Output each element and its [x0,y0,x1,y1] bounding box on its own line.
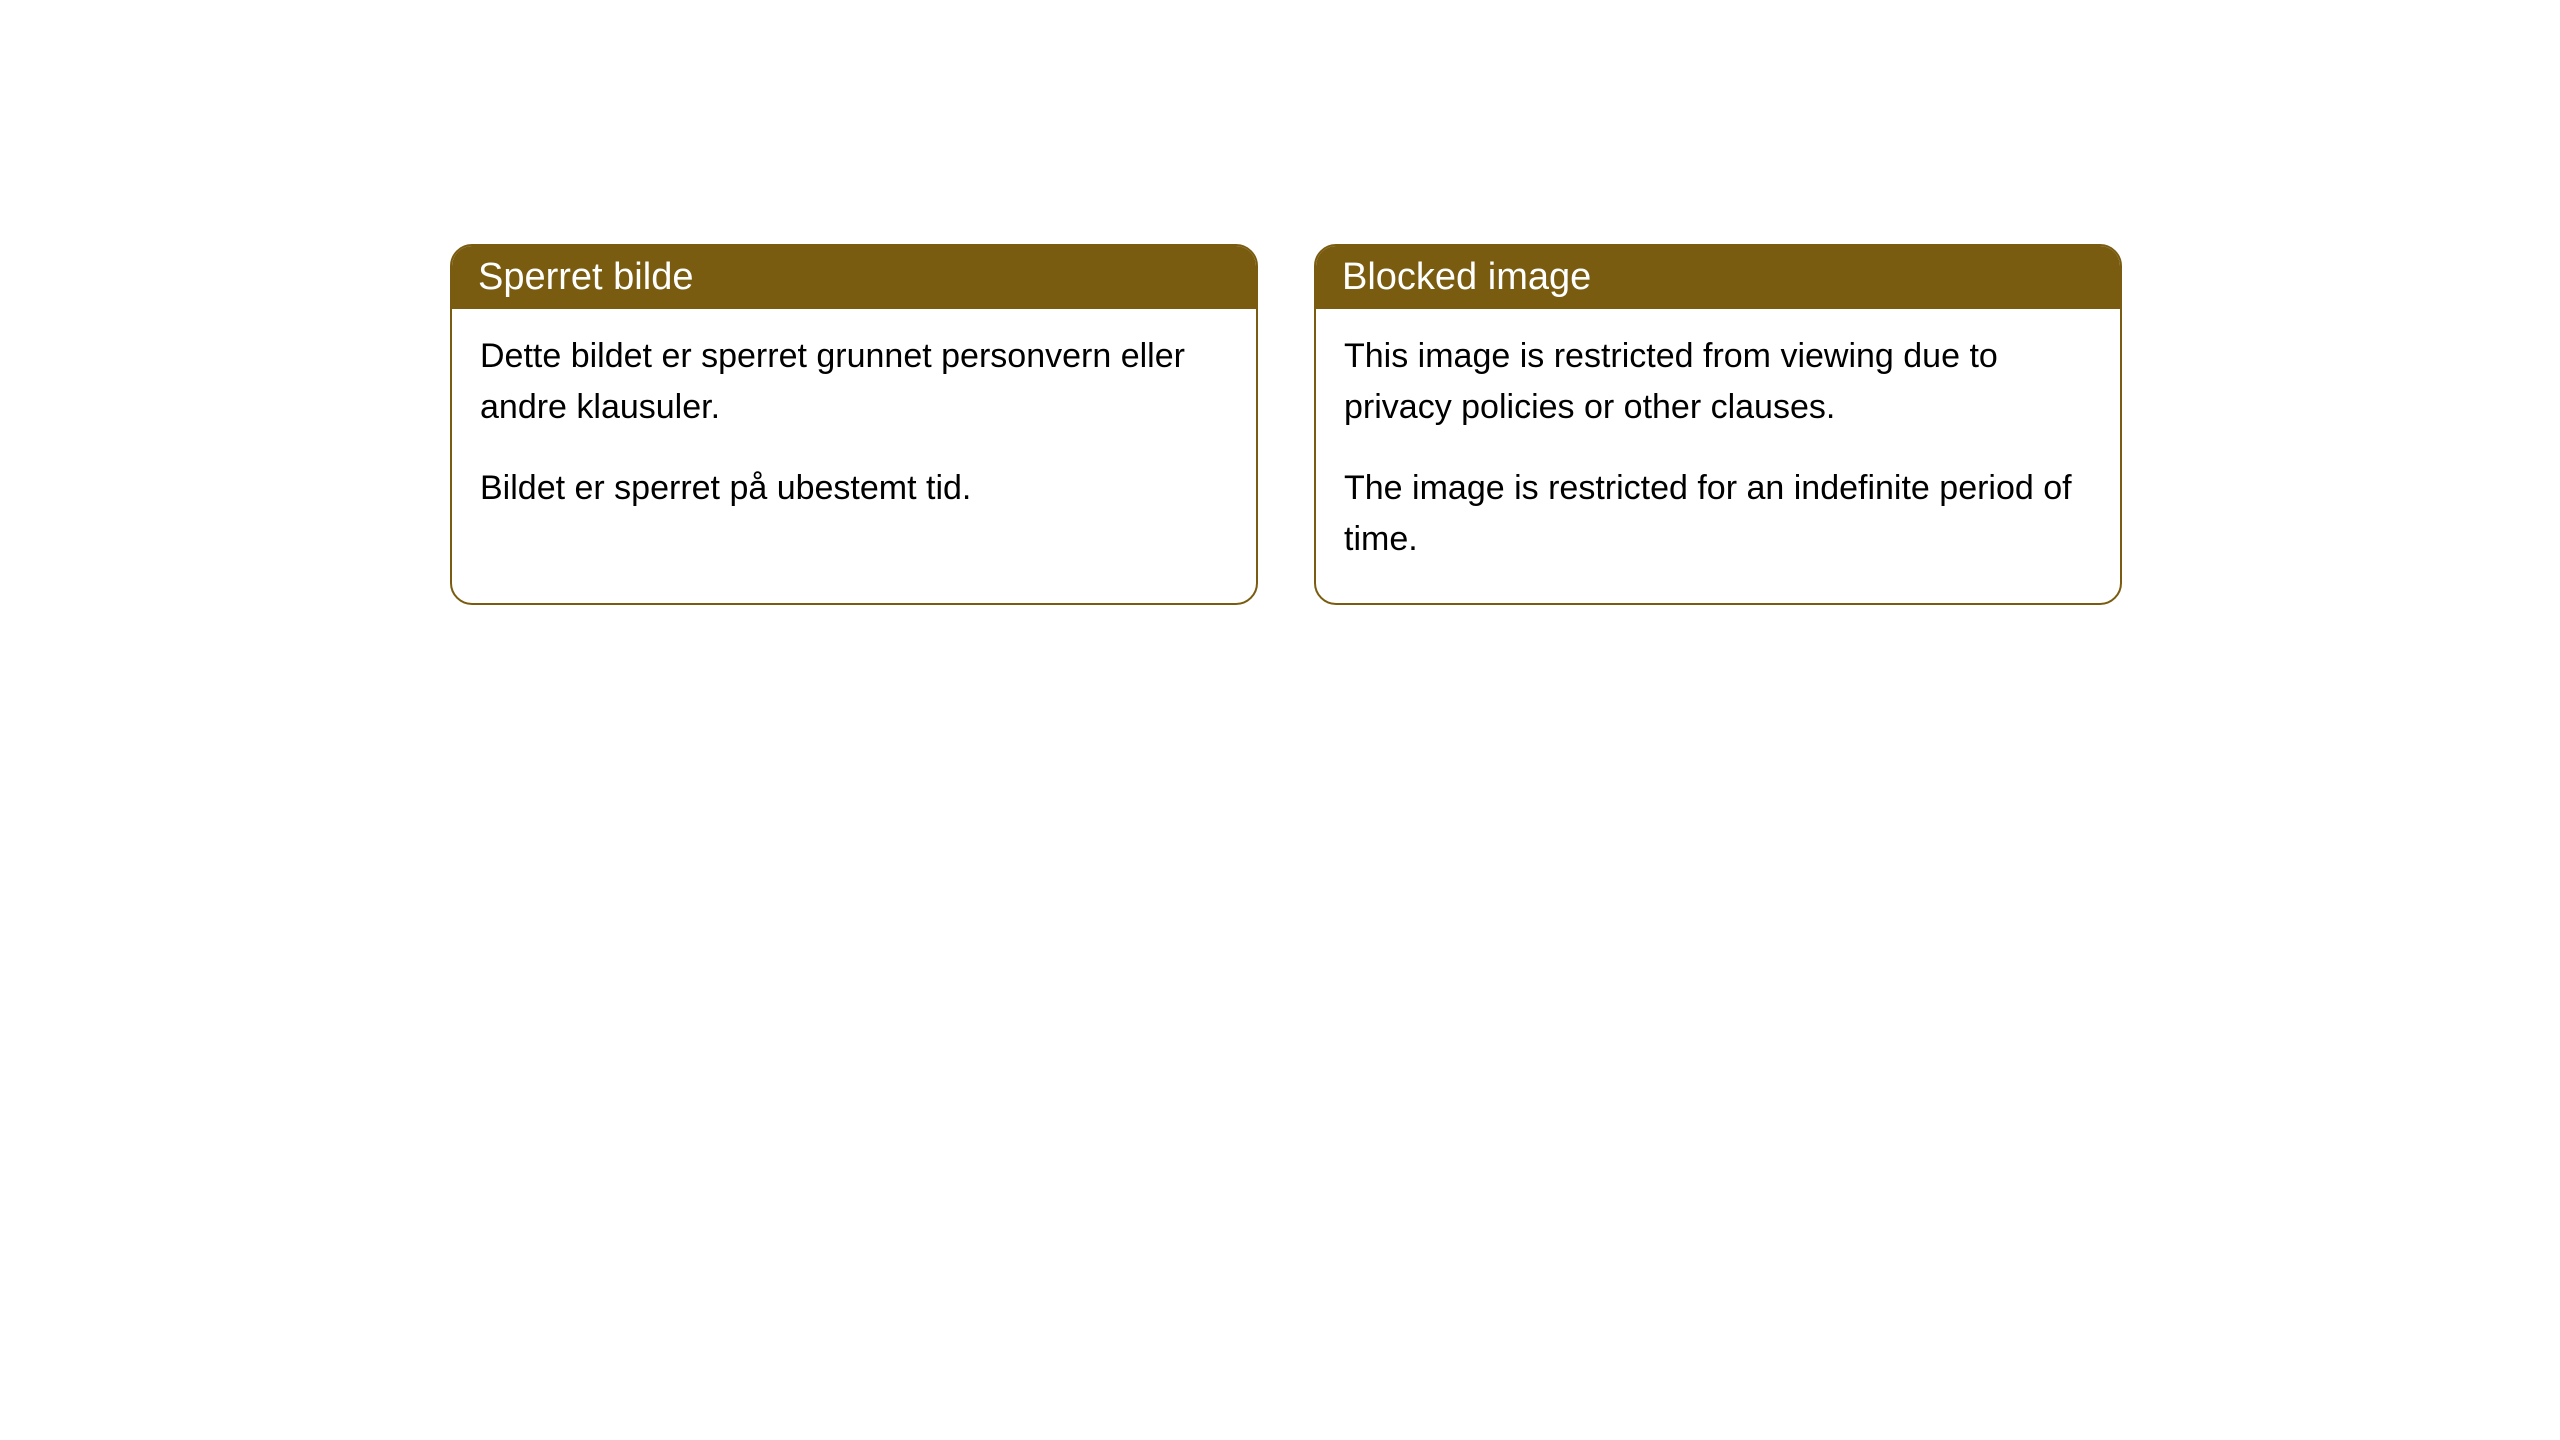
card-header-english: Blocked image [1316,246,2120,309]
card-paragraph-2-norwegian: Bildet er sperret på ubestemt tid. [480,463,1228,514]
blocked-image-card-english: Blocked image This image is restricted f… [1314,244,2122,605]
card-paragraph-1-english: This image is restricted from viewing du… [1344,331,2092,433]
card-body-english: This image is restricted from viewing du… [1316,309,2120,603]
card-paragraph-2-english: The image is restricted for an indefinit… [1344,463,2092,565]
blocked-image-card-norwegian: Sperret bilde Dette bildet er sperret gr… [450,244,1258,605]
message-cards-container: Sperret bilde Dette bildet er sperret gr… [450,244,2122,605]
card-title-english: Blocked image [1342,256,1591,298]
card-paragraph-1-norwegian: Dette bildet er sperret grunnet personve… [480,331,1228,433]
card-body-norwegian: Dette bildet er sperret grunnet personve… [452,309,1256,552]
card-header-norwegian: Sperret bilde [452,246,1256,309]
card-title-norwegian: Sperret bilde [478,256,693,298]
